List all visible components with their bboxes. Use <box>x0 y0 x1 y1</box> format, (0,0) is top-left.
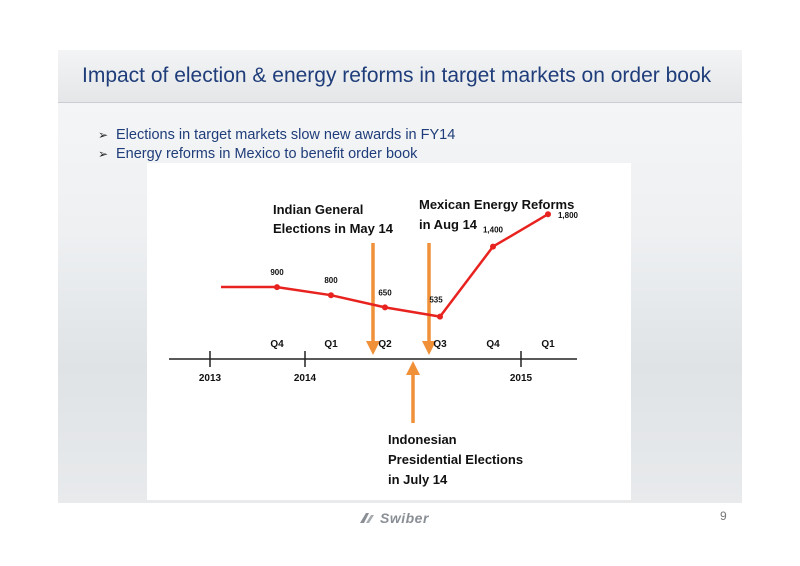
indonesia-election-arrowhead <box>406 361 420 375</box>
arrow-bullet-icon: ➢ <box>98 128 109 142</box>
india-annotation-line1: Indian General <box>273 202 363 217</box>
mexico-annotation-line2: in Aug 14 <box>419 217 478 232</box>
quarter-label: Q4 <box>486 339 500 350</box>
page-number: 9 <box>720 509 727 523</box>
slide-title: Impact of election & energy reforms in t… <box>82 64 712 87</box>
indonesia-annotation-line2: Presidential Elections <box>388 452 523 467</box>
data-point <box>437 313 443 320</box>
bullet-text: Energy reforms in Mexico to benefit orde… <box>116 146 418 162</box>
swiber-logo-icon <box>360 513 374 523</box>
data-point <box>382 304 388 311</box>
bullet-item: ➢ Elections in target markets slow new aw… <box>98 127 455 143</box>
value-label: 900 <box>270 268 284 277</box>
chart-panel: Indian General Elections in May 14 Mexic… <box>147 163 631 500</box>
indonesia-annotation-line1: Indonesian <box>388 432 457 447</box>
data-point <box>490 243 496 250</box>
title-bar <box>58 50 742 103</box>
company-logo: Swiber <box>358 510 429 526</box>
value-label: 1,800 <box>558 211 579 220</box>
order-book-chart: Indian General Elections in May 14 Mexic… <box>169 197 579 487</box>
arrow-bullet-icon: ➢ <box>98 147 109 161</box>
logo-text: Swiber <box>380 510 429 526</box>
value-label: 1,400 <box>483 226 504 235</box>
data-point <box>545 211 551 218</box>
bullet-text: Elections in target markets slow new awa… <box>116 127 456 143</box>
mexico-reform-arrowhead <box>422 341 436 355</box>
data-point <box>274 284 280 291</box>
india-election-arrowhead <box>366 341 380 355</box>
quarter-label: Q2 <box>378 339 392 350</box>
bullet-item: ➢ Energy reforms in Mexico to benefit ord… <box>98 146 417 162</box>
value-label: 535 <box>429 296 443 305</box>
india-annotation-line2: Elections in May 14 <box>273 221 394 236</box>
year-label: 2014 <box>294 373 317 384</box>
year-label: 2015 <box>510 373 533 384</box>
quarter-label: Q1 <box>541 339 555 350</box>
quarter-label: Q4 <box>270 339 284 350</box>
data-point <box>328 292 334 299</box>
value-label: 800 <box>324 276 338 285</box>
year-label: 2013 <box>199 373 222 384</box>
order-book-series-line <box>276 213 549 319</box>
indonesia-annotation-line3: in July 14 <box>388 472 448 487</box>
quarter-label: Q1 <box>324 339 338 350</box>
quarter-label: Q3 <box>433 339 447 350</box>
mexico-annotation-line1: Mexican Energy Reforms <box>419 197 574 212</box>
value-label: 650 <box>378 288 392 297</box>
